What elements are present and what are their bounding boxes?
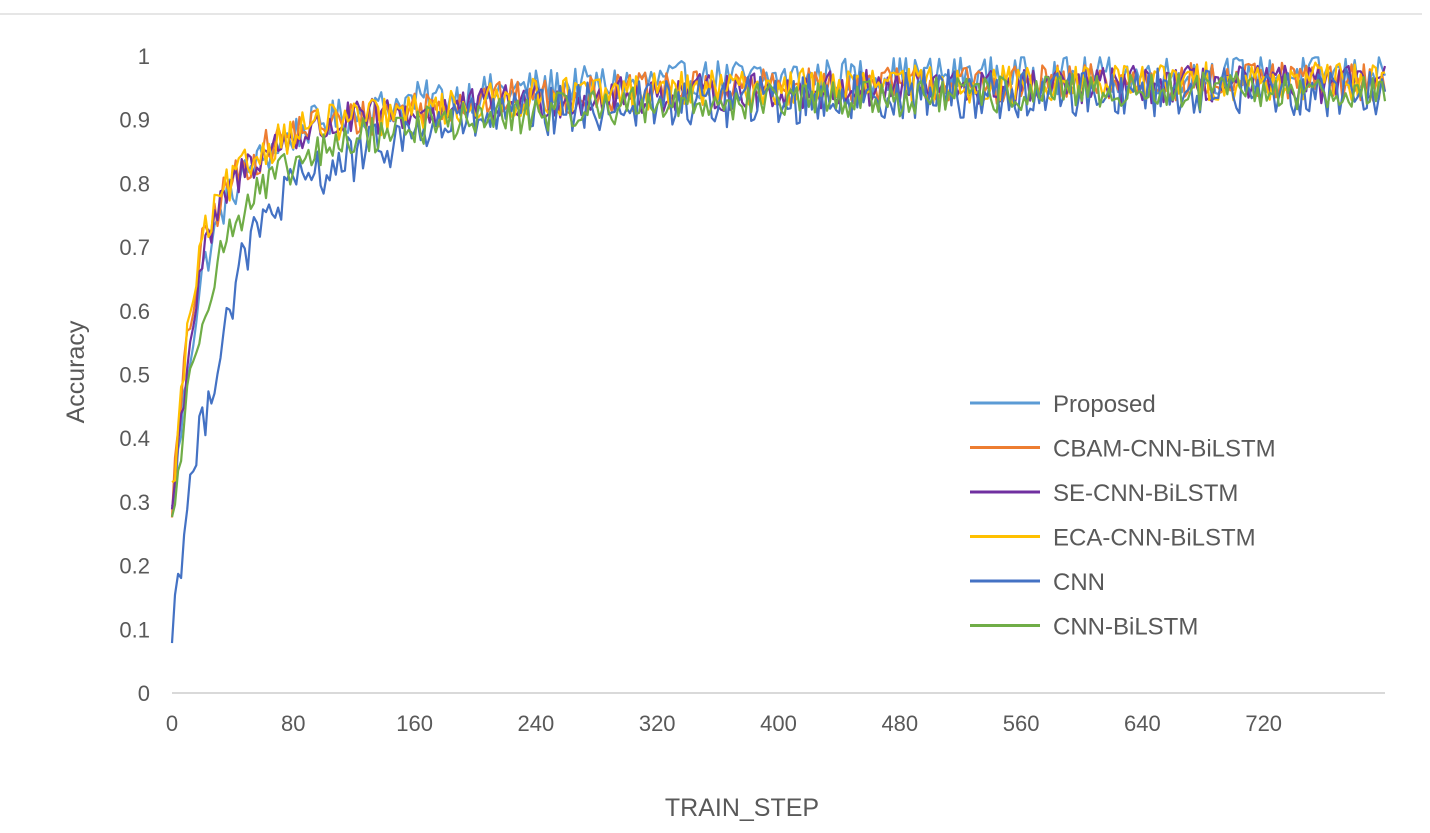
- legend-label: Proposed: [1053, 391, 1156, 418]
- x-tick-label: 480: [881, 711, 918, 736]
- x-tick-label: 240: [518, 711, 555, 736]
- x-axis-tick-labels: 0 80 160 240 320 400 480 560 640 720: [166, 711, 1282, 736]
- x-tick-label: 640: [1124, 711, 1161, 736]
- x-tick-label: 560: [1003, 711, 1040, 736]
- x-tick-label: 720: [1245, 711, 1282, 736]
- y-tick-label: 0.1: [119, 617, 150, 642]
- legend-label: CNN: [1053, 569, 1105, 596]
- series-line-cnn: [170, 66, 1387, 644]
- legend-item: SE-CNN-BiLSTM: [970, 480, 1238, 507]
- series-line-eca-cnn-bilstm: [171, 61, 1386, 484]
- y-tick-label: 0.5: [119, 363, 150, 388]
- legend: Proposed CBAM-CNN-BiLSTM SE-CNN-BiLSTM ECA-…: [970, 391, 1276, 641]
- y-tick-label: 0.3: [119, 490, 150, 515]
- x-axis-title: TRAIN_STEP: [665, 794, 819, 822]
- legend-label: CNN-BiLSTM: [1053, 614, 1198, 641]
- x-tick-label: 160: [396, 711, 433, 736]
- x-tick-label: 320: [639, 711, 676, 736]
- legend-item: CNN-BiLSTM: [970, 614, 1198, 641]
- plot-area: [170, 56, 1387, 694]
- legend-label: ECA-CNN-BiLSTM: [1053, 525, 1256, 552]
- y-axis-title: Accuracy: [62, 320, 90, 423]
- y-tick-label: 0.9: [119, 108, 150, 133]
- x-tick-label: 400: [760, 711, 797, 736]
- y-tick-label: 0.6: [119, 299, 150, 324]
- legend-item: CNN: [970, 569, 1105, 596]
- legend-item: ECA-CNN-BiLSTM: [970, 525, 1256, 552]
- y-tick-label: 0: [138, 681, 150, 706]
- x-tick-label: 0: [166, 711, 178, 736]
- legend-item: CBAM-CNN-BiLSTM: [970, 436, 1276, 463]
- series-line-cnn-bilstm: [170, 71, 1387, 518]
- y-tick-label: 0.2: [119, 554, 150, 579]
- legend-label: SE-CNN-BiLSTM: [1053, 480, 1238, 507]
- x-tick-label: 80: [281, 711, 305, 736]
- series-lines: [170, 56, 1387, 644]
- y-tick-label: 1: [138, 44, 150, 69]
- y-tick-label: 0.8: [119, 171, 150, 196]
- y-tick-label: 0.4: [119, 426, 150, 451]
- y-tick-label: 0.7: [119, 235, 150, 260]
- top-border-line: [0, 13, 1422, 15]
- y-axis-tick-labels: 0 0.1 0.2 0.3 0.4 0.5 0.6 0.7 0.8 0.9 1: [119, 44, 150, 706]
- legend-item: Proposed: [970, 391, 1156, 418]
- legend-label: CBAM-CNN-BiLSTM: [1053, 436, 1276, 463]
